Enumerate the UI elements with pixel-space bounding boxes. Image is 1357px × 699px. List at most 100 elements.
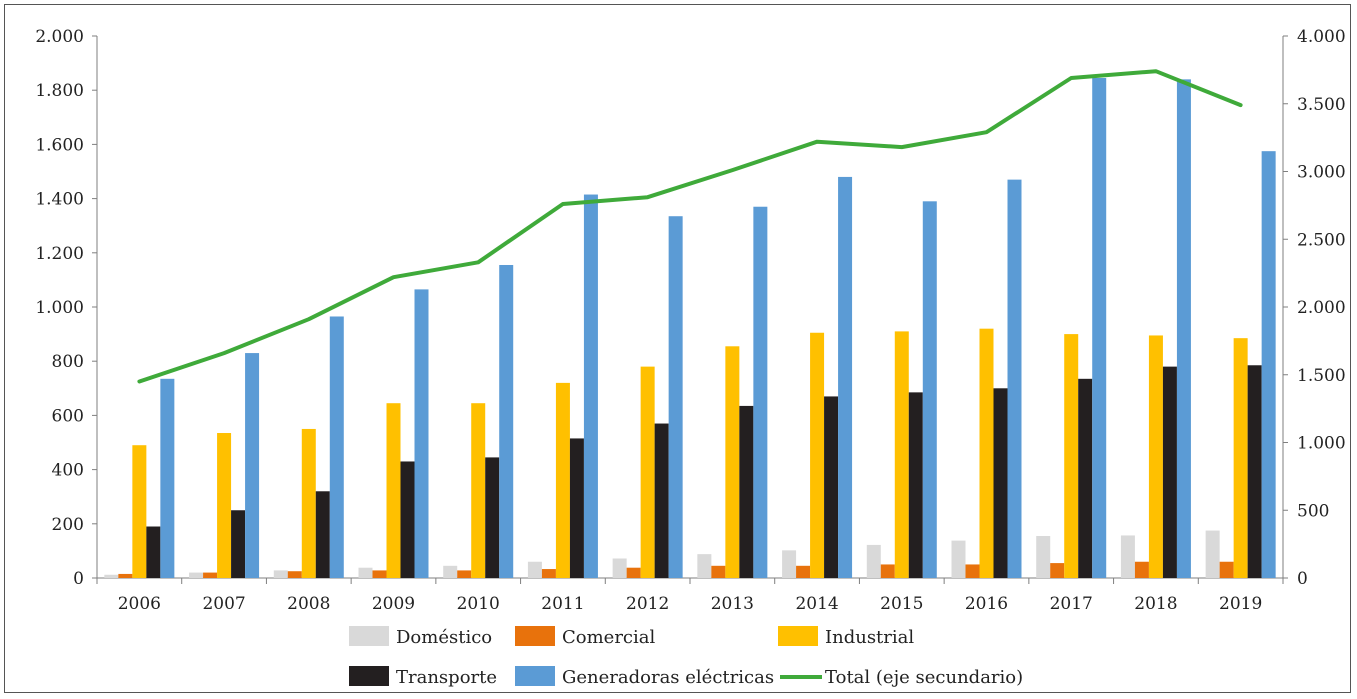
bar-comercial xyxy=(1134,561,1149,578)
legend-swatch xyxy=(778,626,818,646)
bar-comercial xyxy=(1219,561,1234,578)
y2-tick-label: 3.500 xyxy=(1297,95,1346,115)
y-tick-label: 1.800 xyxy=(35,81,84,101)
y2-tick-label: 3.000 xyxy=(1297,163,1346,183)
y2-tick-label: 1.500 xyxy=(1297,366,1346,386)
bars-layer xyxy=(104,78,1276,579)
bar-generadoras-el-ctricas xyxy=(1176,79,1191,579)
y-tick-label: 600 xyxy=(52,406,84,426)
bar-comercial xyxy=(1050,563,1065,578)
x-tick-label: 2018 xyxy=(1134,594,1177,614)
bar-transporte xyxy=(315,491,330,578)
line-layer xyxy=(137,69,1243,384)
bar-transporte xyxy=(231,510,246,578)
x-tick-label: 2006 xyxy=(118,594,161,614)
bar-dom-stico xyxy=(612,558,627,578)
bar-dom-stico xyxy=(1205,530,1220,578)
bar-dom-stico xyxy=(782,550,797,578)
bar-transporte xyxy=(908,392,923,578)
legend-swatch xyxy=(515,666,555,686)
bar-dom-stico xyxy=(104,574,119,578)
x-tick-label: 2013 xyxy=(711,594,754,614)
bar-generadoras-el-ctricas xyxy=(499,264,514,578)
total-line xyxy=(137,69,1243,384)
bar-industrial xyxy=(132,445,147,578)
legend-item: Total (eje secundario) xyxy=(780,667,1023,688)
y2-tick-label: 2.500 xyxy=(1297,230,1346,250)
bar-industrial xyxy=(979,328,994,578)
bar-dom-stico xyxy=(1120,535,1135,578)
bar-comercial xyxy=(203,572,218,578)
bar-transporte xyxy=(1078,378,1093,578)
legend-item: Doméstico xyxy=(349,626,492,648)
bar-comercial xyxy=(457,570,472,578)
legend-item: Comercial xyxy=(515,626,656,648)
bar-generadoras-el-ctricas xyxy=(329,316,344,578)
x-tick-label: 2008 xyxy=(287,594,330,614)
x-tick-label: 2019 xyxy=(1219,594,1262,614)
legend-item: Transporte xyxy=(349,666,497,688)
bar-generadoras-el-ctricas xyxy=(160,378,175,578)
legend-label: Transporte xyxy=(396,667,497,688)
bar-transporte xyxy=(569,438,584,578)
bar-transporte xyxy=(824,396,839,578)
tick-labels-layer: 0 200 400 600 800 1.000 1.200 1.400 1.600 1.800 2.… xyxy=(35,27,1345,614)
bar-comercial xyxy=(626,567,641,578)
bar-comercial xyxy=(880,564,895,578)
bar-transporte xyxy=(993,388,1008,578)
y-tick-label: 1.200 xyxy=(35,244,84,264)
legend-label: Comercial xyxy=(562,627,656,648)
bar-dom-stico xyxy=(189,572,204,578)
bar-dom-stico xyxy=(527,561,542,578)
bar-industrial xyxy=(386,403,401,578)
x-tick-label: 2010 xyxy=(457,594,500,614)
y-tick-label: 1.400 xyxy=(35,190,84,210)
legend-label: Total (eje secundario) xyxy=(825,667,1023,688)
bar-comercial xyxy=(796,565,811,578)
y2-tick-label: 500 xyxy=(1297,501,1329,521)
bar-generadoras-el-ctricas xyxy=(668,216,683,578)
x-tick-label: 2011 xyxy=(541,594,584,614)
bar-comercial xyxy=(541,569,556,578)
bar-comercial xyxy=(118,573,133,578)
bar-comercial xyxy=(372,570,387,578)
bar-industrial xyxy=(894,331,909,578)
bar-transporte xyxy=(400,461,415,578)
bar-transporte xyxy=(1247,365,1262,578)
bar-generadoras-el-ctricas xyxy=(245,353,260,578)
bar-industrial xyxy=(1233,338,1248,578)
bar-dom-stico xyxy=(866,544,881,578)
bar-generadoras-el-ctricas xyxy=(414,289,429,578)
legend: Doméstico Comercial Industrial Transporte Ge… xyxy=(349,626,1023,688)
bar-dom-stico xyxy=(273,570,288,578)
bar-dom-stico xyxy=(697,554,712,578)
legend-label: Industrial xyxy=(825,627,914,648)
x-tick-label: 2009 xyxy=(372,594,415,614)
bar-dom-stico xyxy=(1036,535,1051,578)
y2-tick-label: 2.000 xyxy=(1297,298,1346,318)
bar-generadoras-el-ctricas xyxy=(922,201,937,578)
bar-industrial xyxy=(1064,334,1079,578)
y-tick-label: 800 xyxy=(52,352,84,372)
y-tick-label: 2.000 xyxy=(35,27,84,47)
y-tick-label: 1.000 xyxy=(35,298,84,318)
legend-label: Generadoras eléctricas xyxy=(562,667,774,688)
bar-industrial xyxy=(1148,335,1163,578)
bar-transporte xyxy=(1162,366,1177,578)
y2-tick-label: 4.000 xyxy=(1297,27,1346,47)
bar-transporte xyxy=(739,405,754,578)
y-tick-label: 1.600 xyxy=(35,135,84,155)
legend-swatch xyxy=(515,626,555,646)
legend-item: Generadoras eléctricas xyxy=(515,666,774,688)
bar-industrial xyxy=(471,403,486,578)
bar-generadoras-el-ctricas xyxy=(1007,179,1022,578)
bar-transporte xyxy=(146,526,161,578)
y2-tick-label: 0 xyxy=(1297,569,1308,589)
legend-swatch xyxy=(349,666,389,686)
bar-dom-stico xyxy=(443,565,458,578)
x-tick-label: 2016 xyxy=(965,594,1008,614)
x-tick-label: 2014 xyxy=(795,594,838,614)
bar-generadoras-el-ctricas xyxy=(1261,151,1276,579)
y-tick-label: 200 xyxy=(52,515,84,535)
